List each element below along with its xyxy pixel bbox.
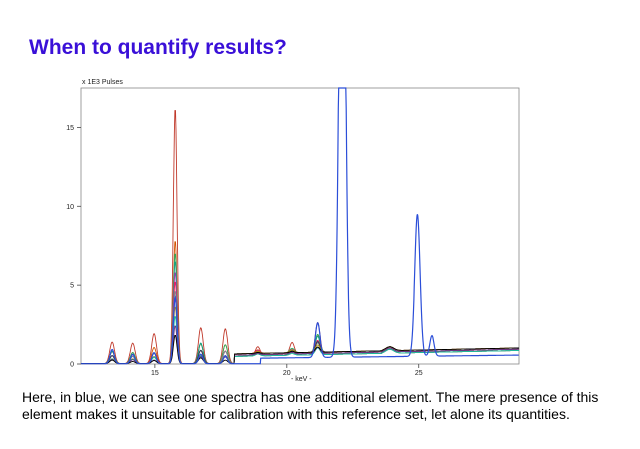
y-tick-label: 10	[66, 204, 74, 211]
axis-ticks: 15 20 25 0 5 10 15	[66, 125, 423, 377]
x-tick-label: 25	[415, 370, 423, 377]
y-axis-unit-label: x 1E3 Pulses	[82, 79, 123, 86]
x-tick-label: 15	[151, 370, 159, 377]
background-spectra	[81, 110, 520, 365]
y-tick-label: 5	[70, 283, 74, 290]
slide-caption: Here, in blue, we can see one spectra ha…	[22, 389, 599, 422]
background-spectrum-line	[81, 241, 519, 364]
y-tick-label: 0	[70, 362, 74, 369]
highlight-spectrum	[81, 87, 519, 365]
highlight-spectrum-line	[81, 87, 519, 365]
background-spectrum-line	[81, 316, 519, 364]
background-spectrum-line	[81, 261, 519, 364]
x-tick-label: 20	[283, 370, 291, 377]
background-spectrum-line	[81, 325, 519, 364]
background-spectrum-line	[81, 272, 519, 364]
background-spectrum-line	[81, 281, 520, 364]
y-tick-label: 15	[66, 125, 74, 132]
x-axis-label: - keV -	[291, 376, 312, 383]
slide-title: When to quantify results?	[29, 36, 287, 59]
plot-frame	[80, 87, 520, 365]
background-spectrum-line	[81, 110, 519, 365]
background-spectrum-line	[81, 253, 520, 364]
background-spectrum-line	[81, 334, 520, 364]
